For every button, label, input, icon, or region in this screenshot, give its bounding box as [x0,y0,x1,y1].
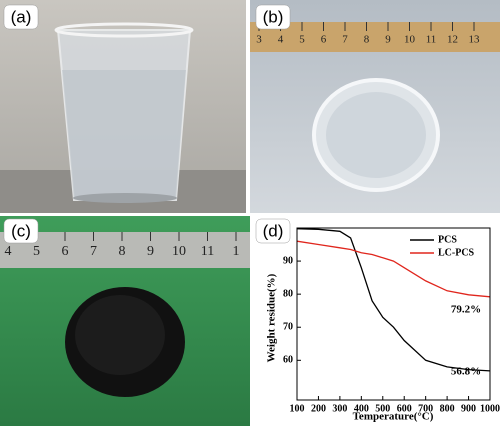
x-tick-label: 100 [290,403,305,414]
ruler-label: 9 [385,34,391,46]
x-tick-label: 1000 [480,403,500,414]
y-tick-label: 90 [283,255,293,266]
panel-label-box [255,218,291,244]
y-tick-label: 70 [283,322,293,333]
panel-label-box [3,4,39,30]
ruler-label: 4 [278,34,284,46]
x-tick-label: 300 [332,403,347,414]
y-tick-label: 80 [283,288,293,299]
panel-label: (b) [263,7,284,26]
x-tick-label: 600 [397,403,412,414]
ruler-label: 8 [119,244,126,259]
ruler-label: 7 [90,244,97,259]
ruler-label: 8 [364,34,370,46]
panel-label: (d) [263,221,284,240]
ruler-label: 11 [201,244,214,259]
ruler-label: 5 [33,244,40,259]
x-axis-label: Temperature(°C) [353,411,434,423]
x-tick-label: 500 [375,403,390,414]
plot-frame [296,227,491,401]
ruler-label: 6 [321,34,327,46]
ruler-label: 13 [469,34,481,46]
ruler-label: 5 [299,34,305,46]
ruler-label: 11 [426,34,437,46]
series-line [296,240,491,298]
panel-label-box [255,4,291,30]
x-tick-label: 200 [311,403,326,414]
chart-background [252,216,500,426]
y-tick-label: 60 [283,355,293,366]
panel-label: (a) [11,7,32,26]
panel-label-box [3,218,39,244]
photo-a [0,0,246,213]
x-tick-label: 700 [418,403,433,414]
series-line [296,228,491,372]
ruler-label: 1 [233,244,240,259]
y-axis-label: Weight residue(%) [266,273,278,362]
ruler-label: 6 [62,244,69,259]
ruler-label: 4 [5,244,12,259]
annotation: 79.2% [451,304,481,316]
photo-b: 3 4 5 6 7 8 9 10 11 12 13 [250,0,500,213]
ruler-label: 9 [147,244,154,259]
ruler-label: 10 [404,34,416,46]
legend-label: LC-PCS [438,247,475,258]
ruler-label: 10 [172,244,186,259]
ruler-label: 12 [447,34,458,46]
annotation: 56.8% [451,366,481,378]
ruler-label: 7 [342,34,348,46]
photo-c: 4 5 6 7 8 9 10 11 1 [0,216,250,426]
ruler-label: 3 [256,34,262,46]
x-tick-label: 400 [354,403,369,414]
x-tick-label: 900 [461,403,476,414]
panel-label: (c) [11,221,31,240]
legend-label: PCS [438,234,457,245]
x-tick-label: 800 [440,403,455,414]
